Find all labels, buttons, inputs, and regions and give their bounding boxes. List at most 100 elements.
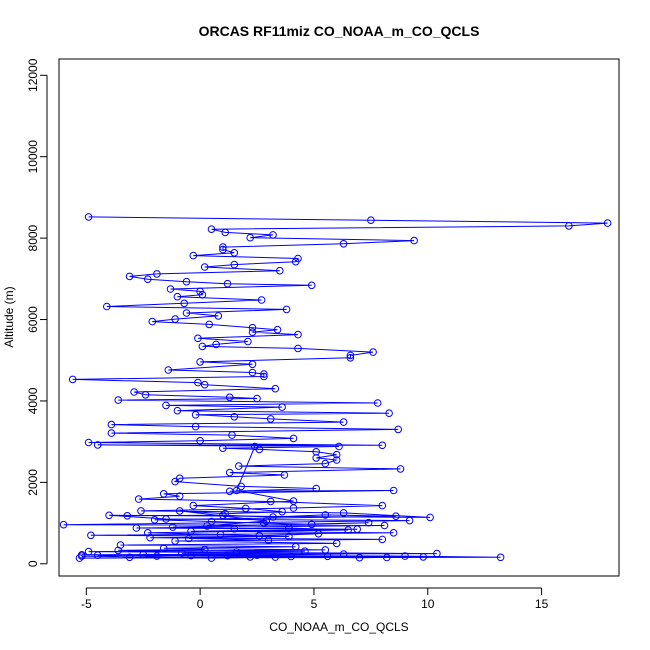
data-point	[87, 531, 95, 540]
series-line	[63, 216, 608, 559]
data-point	[182, 277, 191, 286]
data-point	[225, 393, 234, 402]
data-point	[389, 529, 398, 537]
data-point	[367, 216, 375, 224]
y-tick-label: 2000	[26, 469, 40, 496]
data-point	[164, 366, 173, 374]
data-point	[175, 507, 184, 515]
data-point	[332, 539, 341, 548]
data-point	[312, 454, 321, 462]
data-point	[344, 526, 352, 534]
data-point	[230, 260, 239, 269]
data-point	[307, 281, 316, 290]
data-point	[78, 552, 86, 560]
y-tick-label: 6000	[26, 306, 40, 333]
data-point	[332, 450, 341, 459]
data-point	[178, 549, 186, 558]
data-point	[219, 444, 227, 453]
data-point	[235, 462, 243, 470]
data-point	[205, 320, 213, 329]
data-point	[248, 323, 257, 332]
data-point	[144, 275, 152, 284]
data-point	[392, 512, 400, 521]
data-point	[93, 441, 102, 449]
data-point	[146, 533, 154, 542]
data-point	[159, 490, 168, 498]
data-point	[278, 403, 286, 411]
x-tick-label: 15	[535, 597, 549, 611]
data-point	[289, 497, 298, 505]
data-point	[137, 507, 145, 515]
data-point	[312, 448, 321, 456]
data-point	[253, 551, 261, 560]
data-point	[125, 553, 134, 562]
data-point	[260, 370, 268, 378]
data-point	[153, 270, 161, 278]
data-point	[394, 425, 403, 434]
y-tick-label: 0	[26, 560, 40, 567]
data-point	[339, 550, 348, 558]
data-point	[260, 519, 268, 527]
data-point	[230, 249, 239, 257]
data-point	[185, 534, 193, 543]
data-point	[369, 348, 377, 356]
data-point	[282, 305, 291, 314]
data-point	[223, 279, 232, 288]
y-tick-label: 12000	[26, 58, 40, 92]
data-point	[389, 486, 398, 495]
data-point	[203, 522, 211, 530]
data-point	[273, 325, 282, 334]
chart-title: ORCAS RF11miz CO_NOAA_m_CO_QCLS	[199, 23, 480, 39]
data-point	[385, 409, 393, 418]
data-point	[291, 257, 300, 266]
data-point	[173, 292, 182, 301]
data-point	[335, 442, 343, 451]
data-point	[271, 553, 280, 561]
data-point	[207, 554, 216, 562]
data-point	[294, 344, 302, 353]
data-point	[339, 509, 348, 517]
x-tick-label: 5	[311, 597, 318, 611]
data-point	[289, 434, 298, 443]
x-tick-label: 10	[421, 597, 435, 611]
x-axis-label: CO_NOAA_m_CO_QCLS	[269, 620, 408, 634]
data-point	[171, 537, 179, 545]
data-point	[262, 517, 271, 525]
data-point	[198, 342, 207, 351]
data-point	[496, 553, 505, 562]
y-axis-label: Altitude (m)	[2, 286, 16, 347]
data-point	[244, 337, 252, 346]
data-point	[419, 553, 428, 561]
data-point	[269, 231, 277, 239]
data-point	[248, 360, 257, 369]
data-point	[301, 547, 309, 556]
data-point	[169, 523, 177, 531]
plot-area	[59, 213, 612, 562]
data-point	[196, 437, 204, 445]
data-point	[230, 525, 239, 533]
data-point	[153, 552, 161, 560]
data-point	[314, 529, 323, 538]
data-point	[194, 334, 202, 343]
data-point	[339, 418, 348, 426]
data-point	[132, 524, 141, 532]
data-point	[200, 545, 209, 554]
data-point	[248, 328, 257, 337]
data-point	[285, 532, 293, 541]
data-point	[107, 420, 116, 429]
y-tick-label: 8000	[26, 224, 40, 251]
data-point	[105, 511, 113, 520]
data-point	[107, 429, 116, 437]
data-point	[312, 484, 321, 493]
data-point	[232, 486, 241, 495]
data-point	[93, 551, 102, 560]
data-point	[221, 509, 229, 518]
data-point	[123, 512, 132, 520]
data-point	[191, 422, 200, 431]
data-point	[191, 411, 200, 419]
data-point	[219, 243, 227, 251]
data-point	[276, 266, 284, 275]
data-point	[84, 547, 93, 556]
data-point	[232, 548, 241, 556]
